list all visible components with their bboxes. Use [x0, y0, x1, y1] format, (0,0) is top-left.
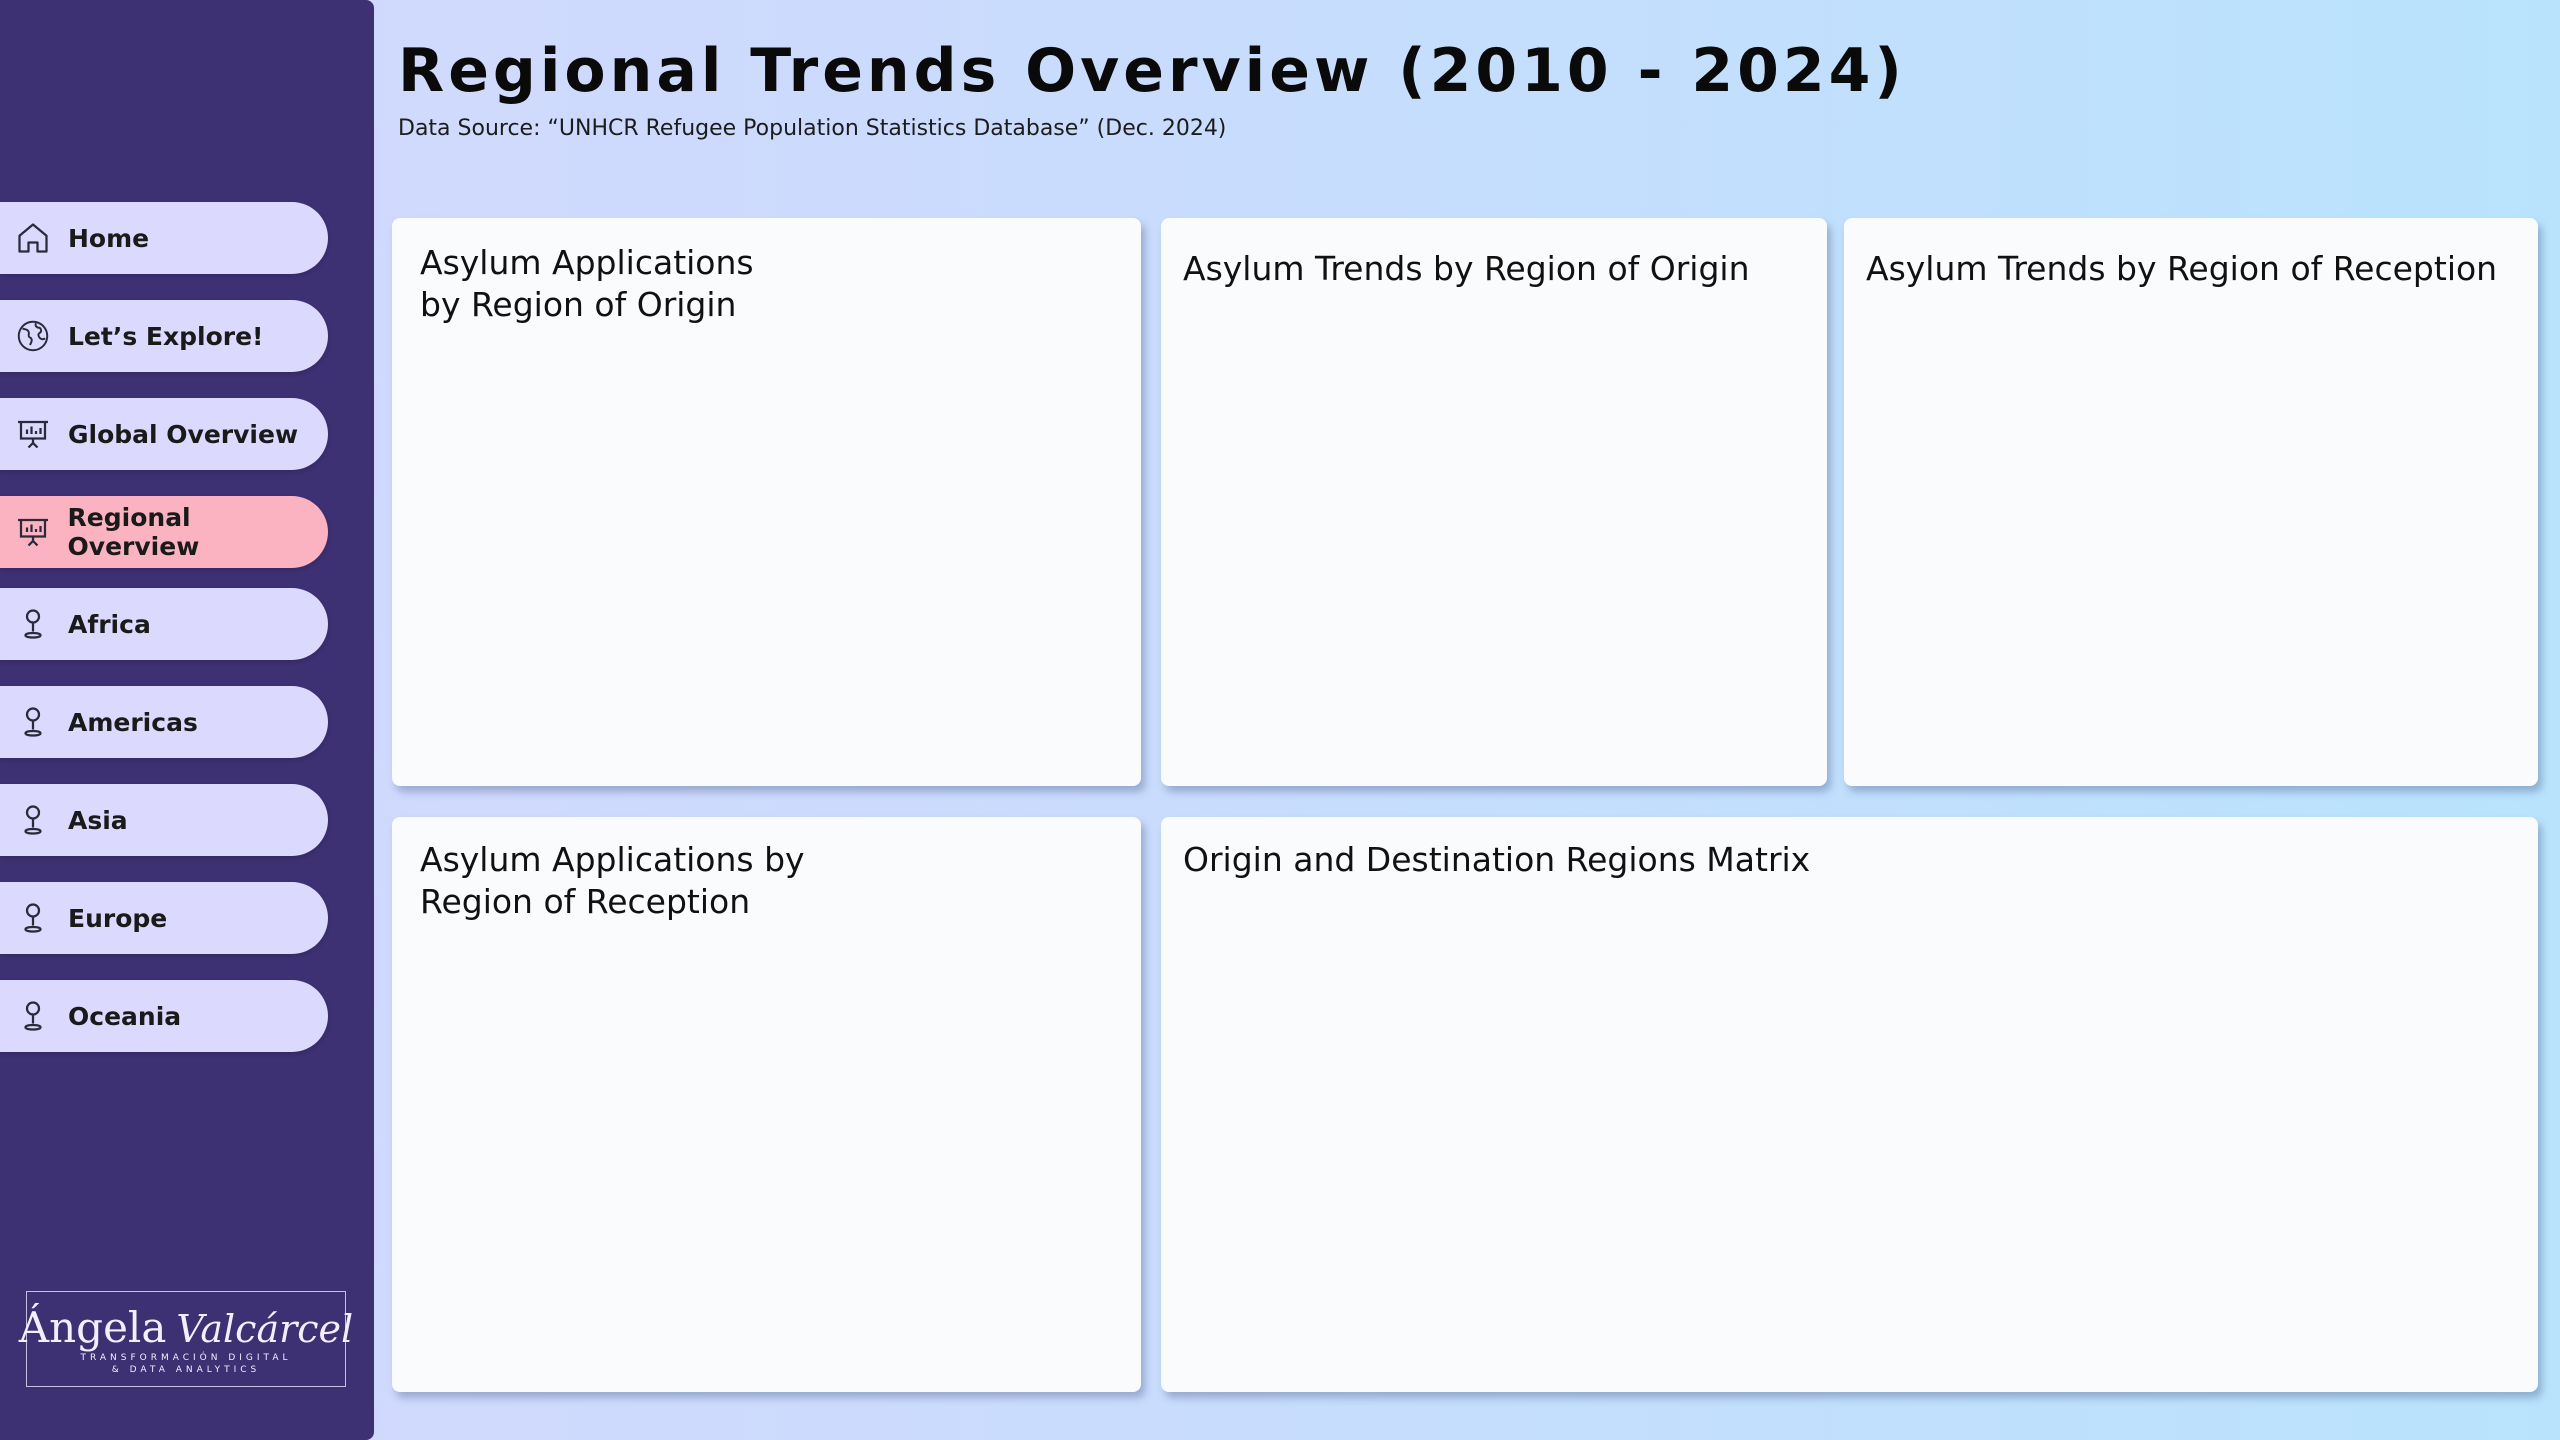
card-title: Asylum Trends by Region of Origin	[1183, 249, 1750, 288]
sidebar: Home Let’s Explore! Global Overview Regi…	[0, 0, 374, 1440]
nav-global-overview-label: Global Overview	[68, 419, 299, 449]
card-trends-by-reception: Asylum Trends by Region of Reception	[1844, 218, 2538, 786]
nav-oceania[interactable]: Oceania	[0, 980, 328, 1052]
nav-europe-label: Europe	[68, 903, 168, 933]
card-title: Asylum Applications by Region of Origin	[420, 243, 754, 324]
card-title: Origin and Destination Regions Matrix	[1183, 840, 1811, 879]
nav-americas-label: Americas	[68, 707, 198, 737]
nav-home-label: Home	[68, 223, 150, 253]
nav-home[interactable]: Home	[0, 202, 328, 274]
globe-icon	[14, 317, 52, 355]
nav-africa-label: Africa	[68, 609, 151, 639]
map-pin-icon	[14, 703, 52, 741]
nav-europe[interactable]: Europe	[0, 882, 328, 954]
nav-regional-overview-label: Regional Overview	[67, 503, 200, 561]
map-pin-icon	[14, 997, 52, 1035]
home-icon	[14, 219, 52, 257]
nav-africa[interactable]: Africa	[0, 588, 328, 660]
nav-regional-overview[interactable]: Regional Overview	[0, 496, 328, 568]
map-pin-icon	[14, 899, 52, 937]
brand-logo: Ángela Valcárcel TRANSFORMACIÓN DIGITAL …	[19, 1291, 353, 1387]
card-applications-by-reception: Asylum Applications by Region of Recepti…	[392, 817, 1141, 1392]
card-trends-by-origin: Asylum Trends by Region of Origin	[1161, 218, 1827, 786]
presentation-chart-icon	[14, 513, 52, 551]
page-subtitle: Data Source: “UNHCR Refugee Population S…	[398, 116, 1227, 141]
nav-asia[interactable]: Asia	[0, 784, 328, 856]
logo-tagline-2: & DATA ANALYTICS	[111, 1364, 261, 1375]
nav-americas[interactable]: Americas	[0, 686, 328, 758]
nav-lets-explore[interactable]: Let’s Explore!	[0, 300, 328, 372]
page-title: Regional Trends Overview (2010 - 2024)	[398, 36, 1906, 106]
logo-last-name: Valcárcel	[176, 1306, 354, 1351]
card-applications-by-origin: Asylum Applications by Region of Origin	[392, 218, 1141, 786]
card-origin-destination-matrix: Origin and Destination Regions Matrix	[1161, 817, 2538, 1392]
nav-lets-explore-label: Let’s Explore!	[68, 321, 264, 351]
presentation-chart-icon	[14, 415, 52, 453]
logo-first-name: Ángela	[18, 1302, 167, 1352]
nav-asia-label: Asia	[68, 805, 128, 835]
map-pin-icon	[14, 801, 52, 839]
logo-wordmark: Ángela Valcárcel	[19, 1303, 353, 1352]
nav-oceania-label: Oceania	[68, 1001, 182, 1031]
map-pin-icon	[14, 605, 52, 643]
logo-tagline: TRANSFORMACIÓN DIGITAL	[80, 1352, 292, 1363]
card-title: Asylum Trends by Region of Reception	[1866, 249, 2498, 288]
card-title: Asylum Applications by Region of Recepti…	[420, 840, 805, 921]
nav-global-overview[interactable]: Global Overview	[0, 398, 328, 470]
